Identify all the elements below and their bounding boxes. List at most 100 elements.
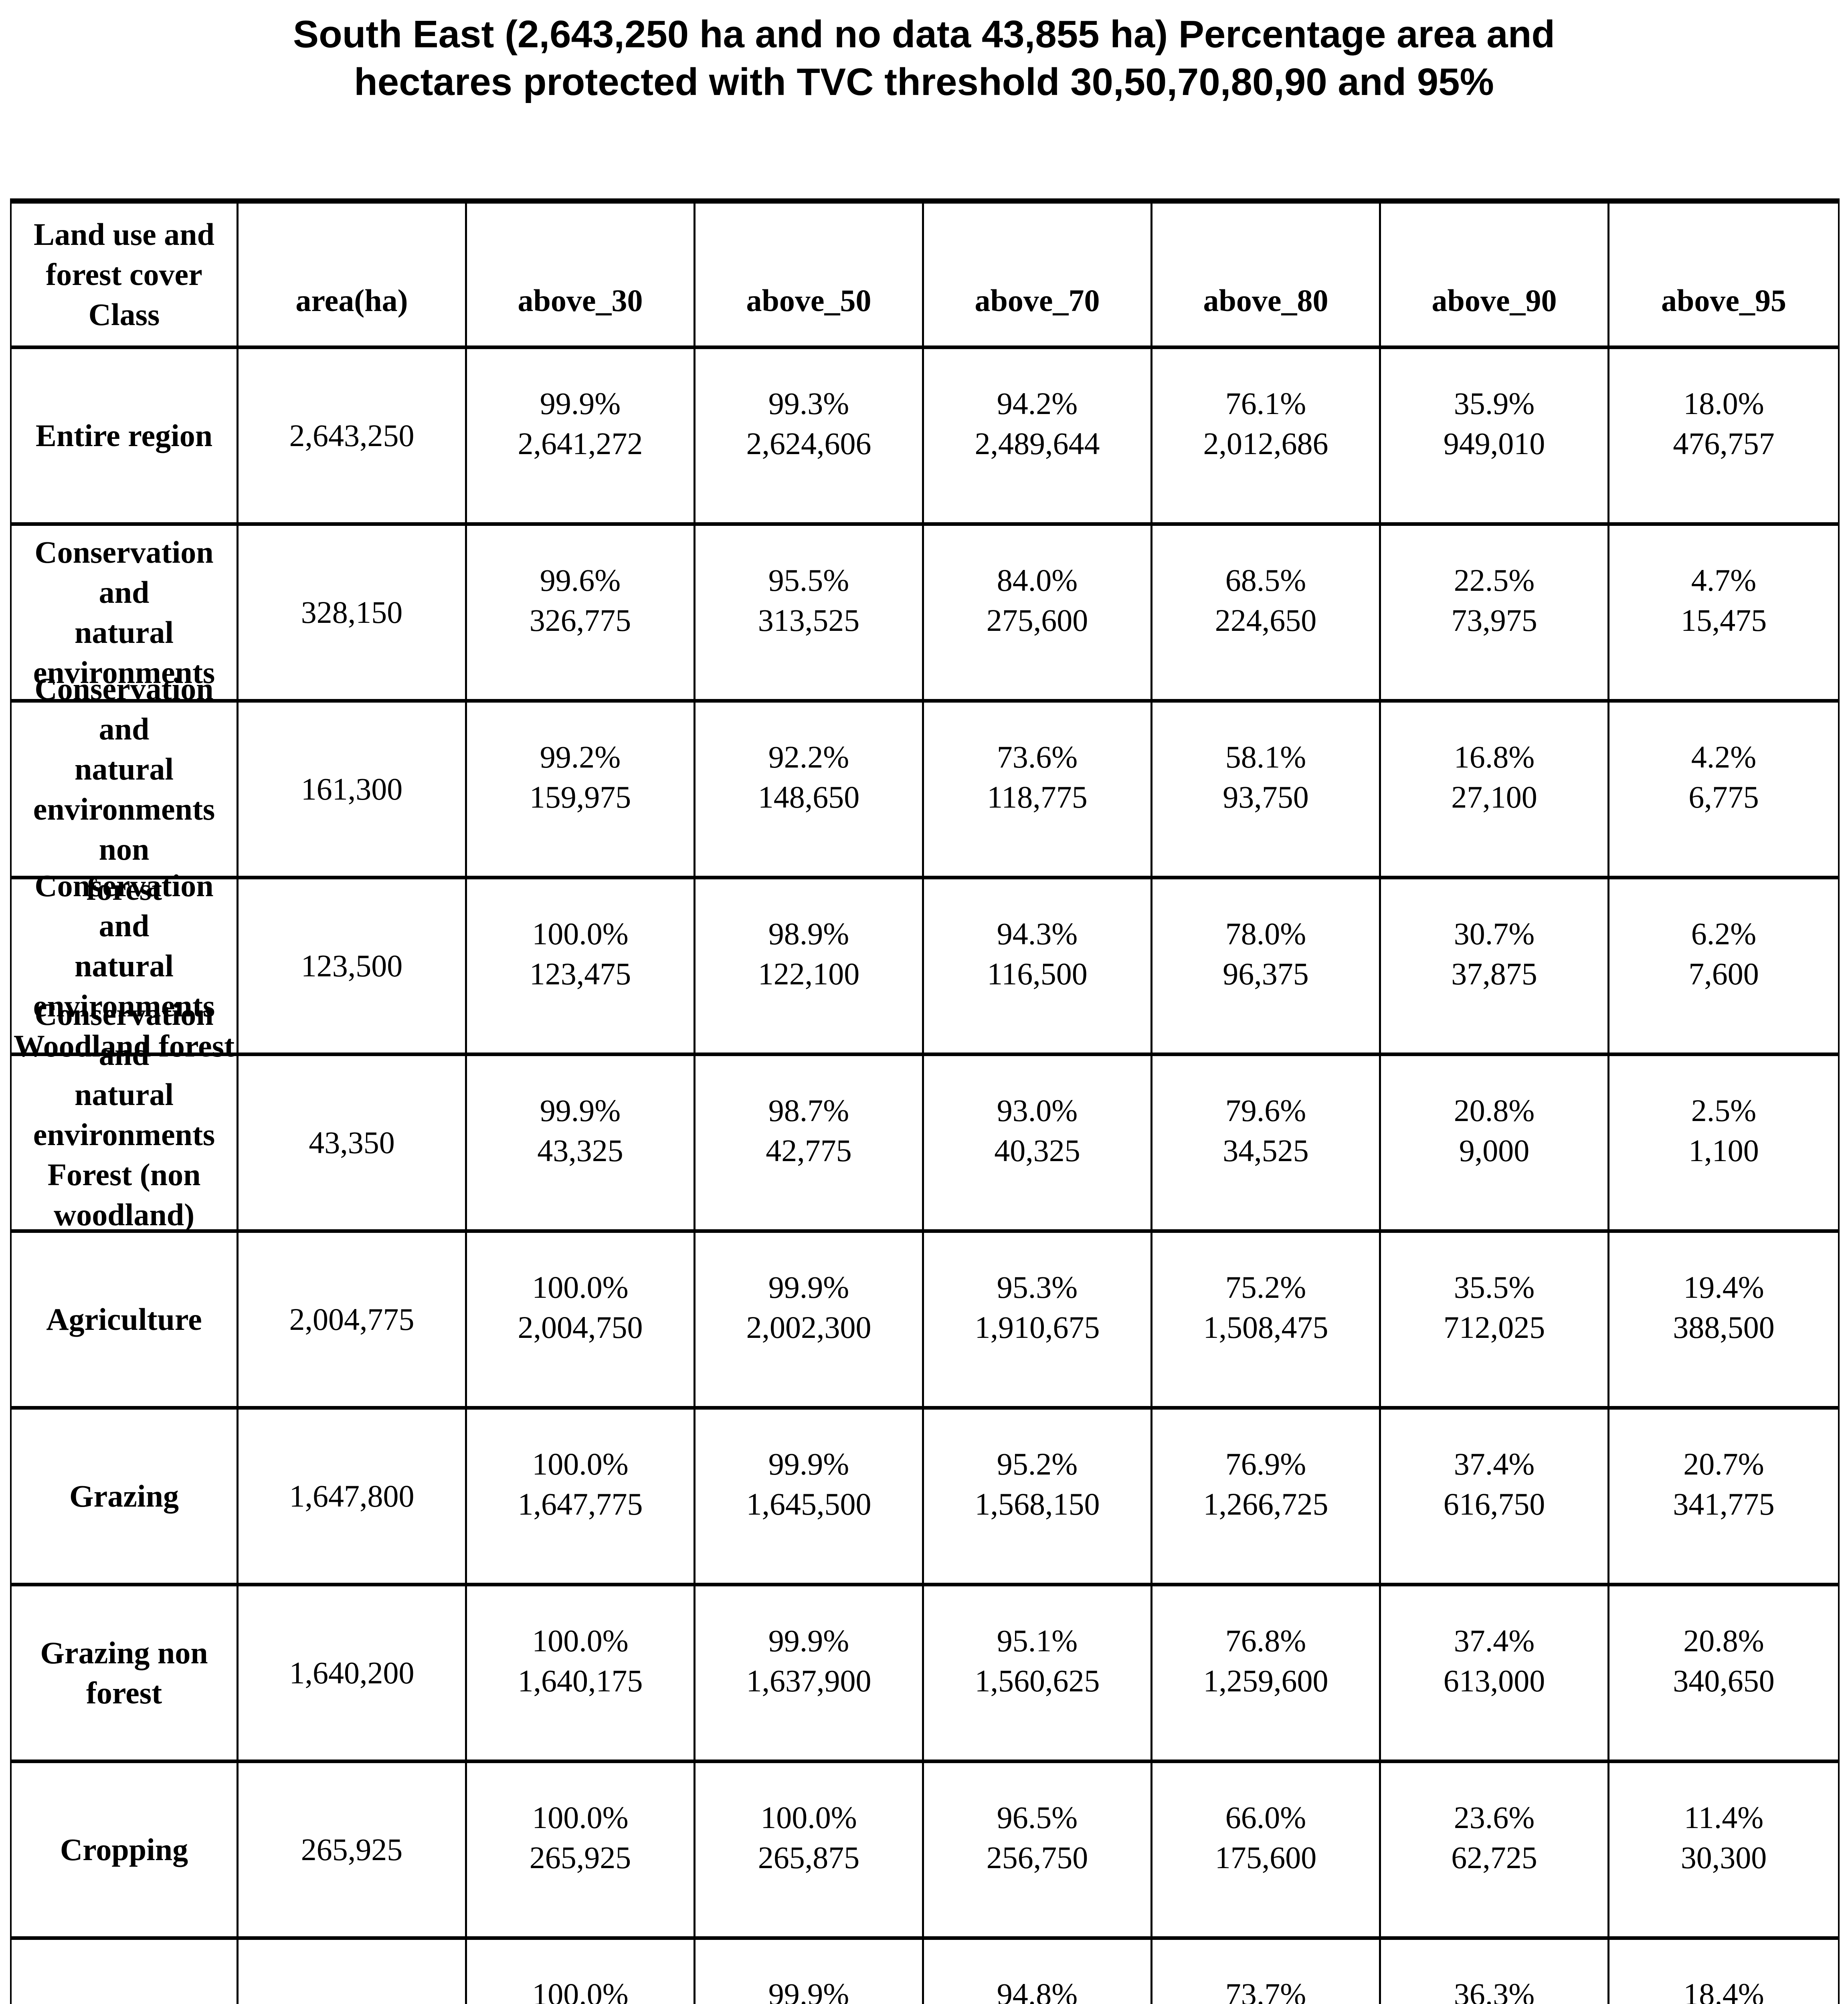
pct-ha-pair: 100.0% 1,640,175 bbox=[518, 1621, 643, 1701]
ha-value: 2,004,750 bbox=[518, 1310, 643, 1345]
pct-ha-pair: 73.6% 118,775 bbox=[987, 737, 1088, 817]
column-header: above_80 bbox=[1152, 204, 1381, 349]
data-cell: 35.5% 712,025 bbox=[1381, 1233, 1609, 1410]
data-cell: 11.4% 30,300 bbox=[1609, 1763, 1838, 1940]
area-cell: 123,500 bbox=[239, 879, 467, 1056]
data-cell: 36.3%32,500 bbox=[1381, 1940, 1609, 2004]
data-cell: 20.8% 9,000 bbox=[1381, 1056, 1609, 1233]
pct-ha-pair: 100.0% 1,647,775 bbox=[518, 1444, 643, 1524]
ha-value: 30,300 bbox=[1680, 1840, 1767, 1875]
pct-ha-pair: 100.0% 265,925 bbox=[530, 1798, 631, 1878]
pct-value: 96.5% bbox=[997, 1800, 1078, 1835]
pct-value: 35.9% bbox=[1454, 386, 1535, 421]
pct-ha-pair: 96.5% 256,750 bbox=[987, 1798, 1088, 1878]
data-cell: 99.9%89,375 bbox=[696, 1940, 924, 2004]
row-label: Grazing bbox=[69, 1479, 179, 1513]
pct-value: 98.7% bbox=[768, 1093, 849, 1128]
ha-value: 613,000 bbox=[1443, 1663, 1545, 1698]
pct-value: 18.4% bbox=[1683, 1977, 1764, 2004]
pct-ha-pair: 20.7% 341,775 bbox=[1673, 1444, 1775, 1524]
pct-ha-pair: 99.9% 43,325 bbox=[537, 1091, 623, 1171]
ha-value: 265,925 bbox=[529, 1840, 631, 1875]
data-cell: 100.0% 1,647,775 bbox=[467, 1410, 696, 1586]
pct-value: 20.8% bbox=[1683, 1623, 1764, 1658]
pct-ha-pair: 23.6% 62,725 bbox=[1451, 1798, 1537, 1878]
data-cell: 76.1% 2,012,686 bbox=[1152, 349, 1381, 526]
area-value: 1,647,800 bbox=[289, 1479, 414, 1513]
ha-value: 2,624,606 bbox=[746, 426, 871, 461]
ha-value: 159,975 bbox=[529, 780, 631, 814]
data-cell: 2.5% 1,100 bbox=[1609, 1056, 1838, 1233]
pct-ha-pair: 73.7%65,925 bbox=[1223, 1974, 1309, 2004]
data-cell: 20.7% 341,775 bbox=[1609, 1410, 1838, 1586]
pct-value: 84.0% bbox=[997, 563, 1078, 598]
pct-ha-pair: 99.9%89,375 bbox=[766, 1974, 852, 2004]
land-use-table: Land use and forest cover Class area(ha) a… bbox=[10, 198, 1840, 2004]
pct-value: 73.6% bbox=[997, 739, 1078, 774]
pct-value: 100.0% bbox=[532, 916, 629, 951]
ha-value: 122,100 bbox=[758, 956, 860, 991]
pct-ha-pair: 94.8%84,875 bbox=[994, 1974, 1080, 2004]
data-cell: 98.7% 42,775 bbox=[696, 1056, 924, 1233]
pct-ha-pair: 30.7% 37,875 bbox=[1451, 914, 1537, 994]
data-cell: 68.5% 224,650 bbox=[1152, 526, 1381, 703]
pct-ha-pair: 79.6% 34,525 bbox=[1223, 1091, 1309, 1171]
ha-value: 224,650 bbox=[1215, 603, 1317, 638]
data-cell: 99.9% 1,645,500 bbox=[696, 1410, 924, 1586]
ha-value: 388,500 bbox=[1673, 1310, 1775, 1345]
ha-value: 265,875 bbox=[758, 1840, 860, 1875]
data-cell: 99.9% 43,325 bbox=[467, 1056, 696, 1233]
row-label-cell: Agriculture bbox=[12, 1233, 239, 1410]
ha-value: 175,600 bbox=[1215, 1840, 1317, 1875]
data-cell: 20.8% 340,650 bbox=[1609, 1586, 1838, 1763]
pct-ha-pair: 99.9% 2,002,300 bbox=[746, 1267, 871, 1347]
ha-value: 42,775 bbox=[766, 1133, 852, 1168]
data-cell: 79.6% 34,525 bbox=[1152, 1056, 1381, 1233]
pct-value: 99.9% bbox=[768, 1270, 849, 1305]
row-label-cell: Conservation and natural environments no… bbox=[12, 671, 239, 907]
ha-value: 27,100 bbox=[1451, 780, 1537, 814]
area-value: 161,300 bbox=[301, 772, 403, 806]
column-header-label: above_70 bbox=[975, 283, 1100, 318]
pct-ha-pair: 99.6% 326,775 bbox=[530, 560, 631, 640]
row-label-cell: Irrigation bbox=[12, 1940, 239, 2004]
pct-value: 98.9% bbox=[768, 916, 849, 951]
pct-value: 4.7% bbox=[1691, 563, 1757, 598]
data-cell: 18.0% 476,757 bbox=[1609, 349, 1838, 526]
ha-value: 123,475 bbox=[529, 956, 631, 991]
data-cell: 18.4%16,425 bbox=[1609, 1940, 1838, 2004]
column-header: area(ha) bbox=[239, 204, 467, 349]
pct-value: 94.8% bbox=[997, 1977, 1078, 2004]
pct-value: 37.4% bbox=[1454, 1446, 1535, 1481]
pct-value: 100.0% bbox=[532, 1800, 629, 1835]
data-cell: 94.3% 116,500 bbox=[924, 879, 1152, 1056]
pct-value: 75.2% bbox=[1225, 1270, 1306, 1305]
pct-ha-pair: 98.9% 122,100 bbox=[758, 914, 860, 994]
ha-value: 6,775 bbox=[1688, 780, 1759, 814]
pct-value: 18.0% bbox=[1683, 386, 1764, 421]
pct-value: 16.8% bbox=[1454, 739, 1535, 774]
pct-value: 78.0% bbox=[1225, 916, 1306, 951]
row-label: Conservation and natural environments bbox=[33, 535, 215, 690]
data-cell: 4.7% 15,475 bbox=[1609, 526, 1838, 703]
data-cell: 73.7%65,925 bbox=[1152, 1940, 1381, 2004]
ha-value: 1,640,175 bbox=[518, 1663, 643, 1698]
pct-ha-pair: 16.8% 27,100 bbox=[1451, 737, 1537, 817]
pct-value: 58.1% bbox=[1225, 739, 1306, 774]
data-cell: 78.0% 96,375 bbox=[1152, 879, 1381, 1056]
data-cell: 75.2% 1,508,475 bbox=[1152, 1233, 1381, 1410]
pct-value: 99.6% bbox=[540, 563, 621, 598]
pct-ha-pair: 35.5% 712,025 bbox=[1444, 1267, 1545, 1347]
area-value: 1,640,200 bbox=[289, 1655, 414, 1690]
data-cell: 66.0% 175,600 bbox=[1152, 1763, 1381, 1940]
data-cell: 73.6% 118,775 bbox=[924, 703, 1152, 879]
column-header-label: above_30 bbox=[518, 283, 643, 318]
data-cell: 37.4% 616,750 bbox=[1381, 1410, 1609, 1586]
ha-value: 37,875 bbox=[1451, 956, 1537, 991]
ha-value: 341,775 bbox=[1673, 1487, 1775, 1521]
pct-ha-pair: 75.2% 1,508,475 bbox=[1203, 1267, 1328, 1347]
ha-value: 34,525 bbox=[1223, 1133, 1309, 1168]
data-cell: 58.1% 93,750 bbox=[1152, 703, 1381, 879]
data-cell: 100.0%89,500 bbox=[467, 1940, 696, 2004]
pct-ha-pair: 76.9% 1,266,725 bbox=[1203, 1444, 1328, 1524]
